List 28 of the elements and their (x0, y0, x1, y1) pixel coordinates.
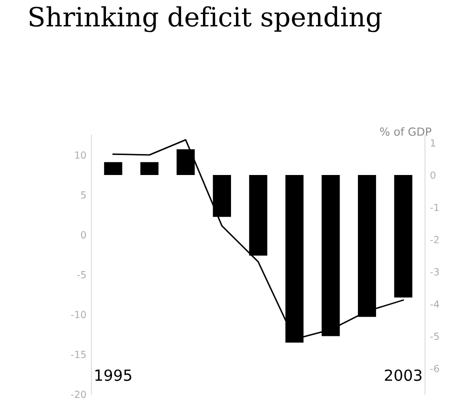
y2-tick-label: -3 (430, 268, 439, 276)
y-tick-label: -10 (71, 310, 86, 318)
x-tick-label: 2003 (384, 369, 422, 381)
y-tick-label: -15 (71, 350, 86, 358)
y2-axis-title: % of GDP (380, 127, 432, 136)
y2-tick-label: -1 (430, 204, 439, 211)
line-series (112, 139, 404, 340)
bar (212, 174, 232, 217)
y-tick-label: 10 (75, 151, 86, 159)
y2-tick-label: -2 (430, 236, 439, 244)
y-tick-label: -20 (71, 390, 86, 398)
y-tick-label: 0 (80, 231, 86, 239)
bar (249, 174, 268, 256)
bar (104, 162, 122, 175)
y2-tick-label: -5 (430, 332, 439, 340)
chart-title: Shrinking deficit spending (30, 6, 382, 32)
bar (176, 149, 195, 175)
y2-tick-label: -6 (430, 364, 439, 372)
bar (140, 162, 158, 175)
y-tick-label: -5 (77, 271, 86, 278)
bar (394, 174, 412, 298)
y2-tick-label: 1 (430, 139, 436, 146)
y-tick-label: 5 (81, 191, 86, 199)
bar (322, 174, 340, 336)
x-tick-label: 1995 (95, 369, 132, 381)
y2-tick-label: -4 (430, 300, 440, 308)
bar (358, 174, 376, 317)
y2-tick-label: 0 (430, 171, 436, 179)
